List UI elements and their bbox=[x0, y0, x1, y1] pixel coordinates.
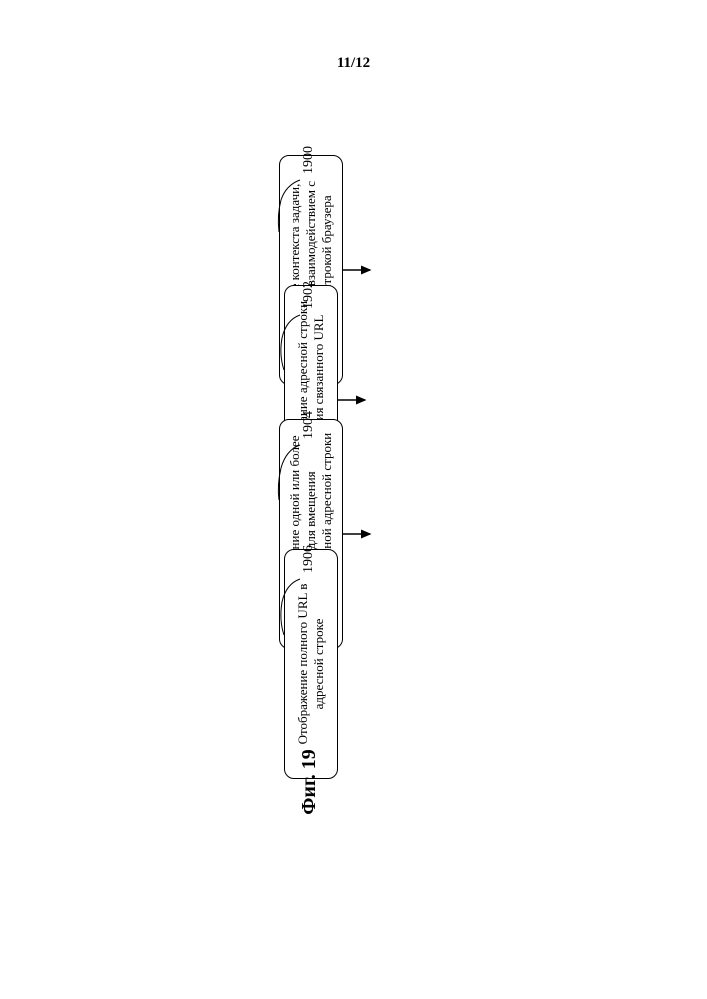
page: 11/12 Определение контекста задачи, связ… bbox=[0, 0, 707, 999]
connectors bbox=[0, 0, 707, 999]
figure-caption: Фиг. 19 bbox=[298, 737, 322, 827]
ref-label-1904: 1904 bbox=[301, 405, 321, 445]
ref-label-1906: 1906 bbox=[301, 539, 321, 579]
ref-label-1902: 1902 bbox=[301, 275, 321, 315]
page-number: 11/12 bbox=[0, 55, 707, 72]
ref-label-1900: 1900 bbox=[301, 140, 321, 180]
